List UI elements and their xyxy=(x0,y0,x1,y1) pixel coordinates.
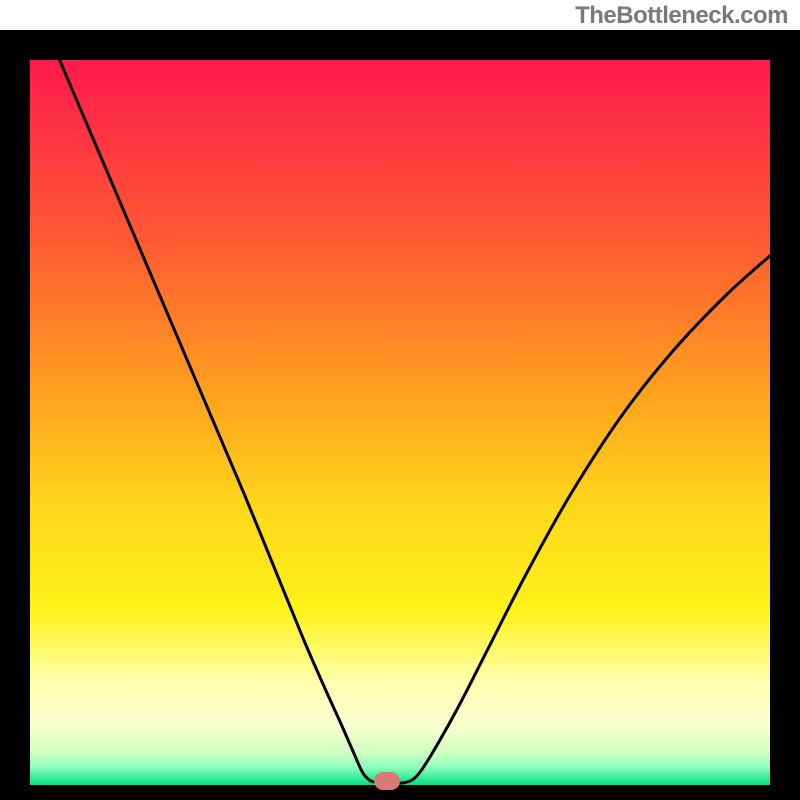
watermark-text: TheBottleneck.com xyxy=(575,2,788,30)
bottleneck-curve xyxy=(30,60,770,785)
chart-frame xyxy=(0,30,800,800)
recommendation-knob xyxy=(374,772,400,790)
chart-plot-area xyxy=(30,60,770,785)
